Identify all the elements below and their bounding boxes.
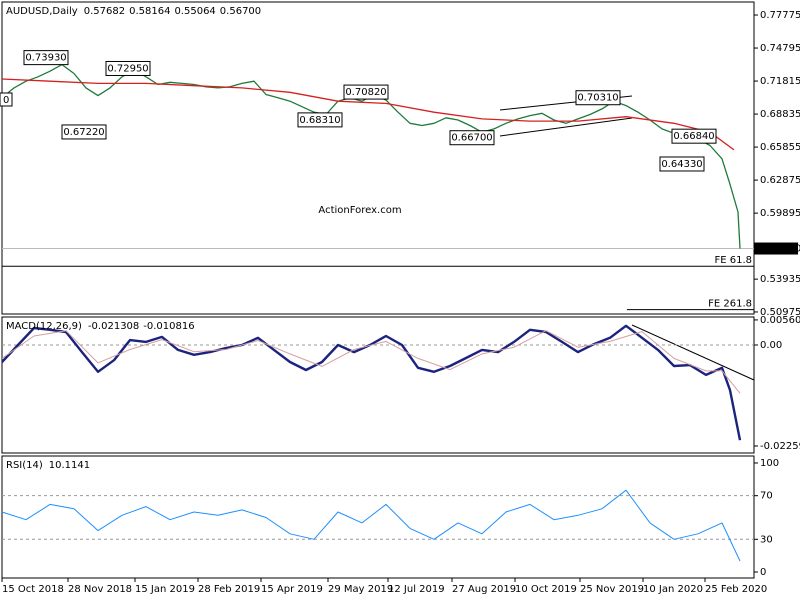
fe-level-label: FE 261.8 [708, 299, 752, 310]
x-tick-label: 29 May 2019 [328, 584, 393, 595]
current-price-box [754, 242, 798, 255]
y-tick-label: 0.59895 [760, 208, 800, 219]
panel-title: AUDUSD,Daily [6, 6, 78, 17]
y-tick-label: 0.00 [760, 340, 782, 351]
price-annotation-box [23, 50, 69, 66]
y-tick-label: -0.02259 [760, 441, 800, 452]
series-line [1, 78, 735, 151]
x-tick-label: 15 Apr 2019 [261, 584, 323, 595]
header-value: 0.56700 [220, 6, 261, 17]
header-value: -0.010816 [143, 321, 194, 332]
x-tick-label: 25 Nov 2019 [580, 584, 644, 595]
price-annotation-box [297, 112, 343, 128]
panel-frame [1, 1, 755, 315]
price-annotation: 0.70310 [577, 93, 618, 104]
header-value: 0.55064 [174, 6, 215, 17]
panel-frame [1, 316, 755, 454]
x-tick-label: 10 Jan 2020 [643, 584, 703, 595]
x-tick-label: 15 Jan 2019 [135, 584, 195, 595]
price-annotation-box [105, 60, 151, 76]
y-tick-label: 0.74795 [760, 43, 800, 54]
x-tick-label: 28 Nov 2018 [68, 584, 132, 595]
x-tick-label: 27 Aug 2019 [452, 584, 516, 595]
y-tick-label: 0.77775 [760, 10, 800, 21]
price-annotation: 0.66700 [451, 133, 492, 144]
y-tick-label: 0.62875 [760, 175, 800, 186]
series-line [1, 489, 741, 562]
watermark: ActionForex.com [318, 205, 401, 216]
y-tick-label: 0.53935 [760, 274, 800, 285]
y-tick-label: 0.005607 [760, 315, 800, 326]
price-annotation-box [449, 130, 495, 146]
macd-trendline [631, 324, 755, 381]
header-value: -0.021308 [88, 321, 139, 332]
panel-title: MACD(12,26,9) [6, 321, 82, 332]
price-annotation: 0.66840 [673, 131, 714, 142]
y-tick-label: 0 [760, 567, 766, 578]
clipped-annotation-box [0, 92, 13, 107]
y-tick-label: 100 [760, 458, 779, 469]
x-tick-label: 15 Oct 2018 [2, 584, 64, 595]
price-annotation-box [61, 124, 107, 140]
header-value: 0.58164 [129, 6, 170, 17]
x-tick-label: 25 Feb 2020 [705, 584, 767, 595]
fe-level-label: FE 61.8 [714, 255, 752, 266]
price-annotation-box [671, 128, 717, 144]
price-annotation: 0.68310 [299, 115, 340, 126]
price-annotation-box [659, 156, 705, 172]
current-price-label: 0.56700 [760, 244, 800, 255]
y-tick-label: 0.71815 [760, 76, 800, 87]
y-tick-label: 30 [760, 534, 773, 545]
y-tick-label: 0.50975 [760, 307, 800, 318]
price-annotation-box [575, 90, 621, 106]
series-line [1, 324, 742, 441]
y-tick-label: 0.68835 [760, 109, 800, 120]
panel-frame [1, 455, 755, 579]
y-tick-label: 0.65855 [760, 142, 800, 153]
price-annotation: 0.70820 [345, 87, 386, 98]
header-value: 10.1141 [49, 460, 90, 471]
y-tick-label: 70 [760, 491, 773, 502]
channel-lower [499, 117, 633, 137]
x-tick-label: 10 Oct 2019 [515, 584, 577, 595]
price-annotation: 0.67220 [63, 127, 104, 138]
price-annotation: 0.72950 [107, 63, 148, 74]
series-line [1, 330, 741, 394]
clipped-annotation: 0 [3, 95, 9, 106]
price-annotation-box [343, 84, 389, 100]
price-annotation: 0.73930 [25, 53, 66, 64]
panel-title: RSI(14) [6, 460, 43, 471]
price-annotation: 0.64330 [661, 159, 702, 170]
x-tick-label: 28 Feb 2019 [198, 584, 260, 595]
header-value: 0.57682 [84, 6, 125, 17]
x-tick-label: 12 Jul 2019 [388, 584, 445, 595]
